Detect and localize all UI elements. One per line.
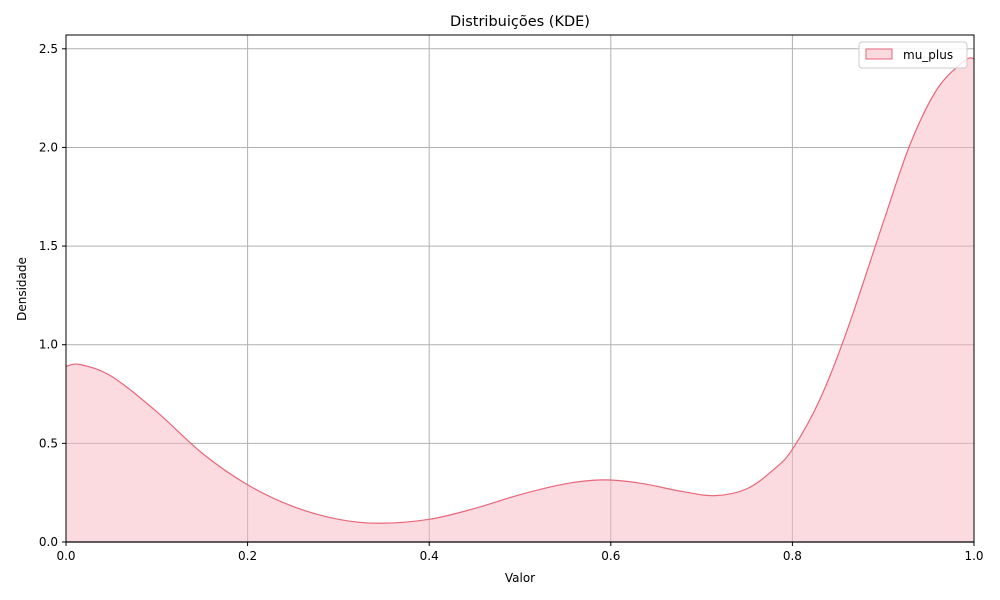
y-tick-label: 2.5 [39,42,58,56]
x-tick-label: 0.2 [238,549,257,563]
y-tick-label: 0.0 [39,535,58,549]
x-axis-title: Valor [505,571,535,585]
y-axis-ticks: 0.0 0.5 1.0 1.5 2.0 2.5 [39,42,66,549]
y-axis-title: Densidade [15,257,29,321]
y-tick-label: 2.0 [39,140,58,154]
x-tick-label: 1.0 [964,549,983,563]
legend-swatch [865,48,893,60]
x-tick-label: 0.0 [56,549,75,563]
y-tick-label: 1.5 [39,239,58,253]
y-tick-label: 1.0 [39,338,58,352]
legend-label: mu_plus [903,48,953,62]
legend: mu_plus [858,41,968,69]
x-tick-label: 0.8 [783,549,802,563]
x-tick-label: 0.4 [420,549,439,563]
kde-area [65,57,975,543]
kde-fill-mu_plus [66,57,974,542]
x-axis-ticks: 0.0 0.2 0.4 0.6 0.8 1.0 [56,542,984,563]
plot-frame [65,34,975,543]
x-tick-label: 0.6 [601,549,620,563]
chart-title: Distribuições (KDE) [450,14,590,30]
y-tick-label: 0.5 [39,436,58,450]
kde-line-mu_plus [65,57,975,524]
